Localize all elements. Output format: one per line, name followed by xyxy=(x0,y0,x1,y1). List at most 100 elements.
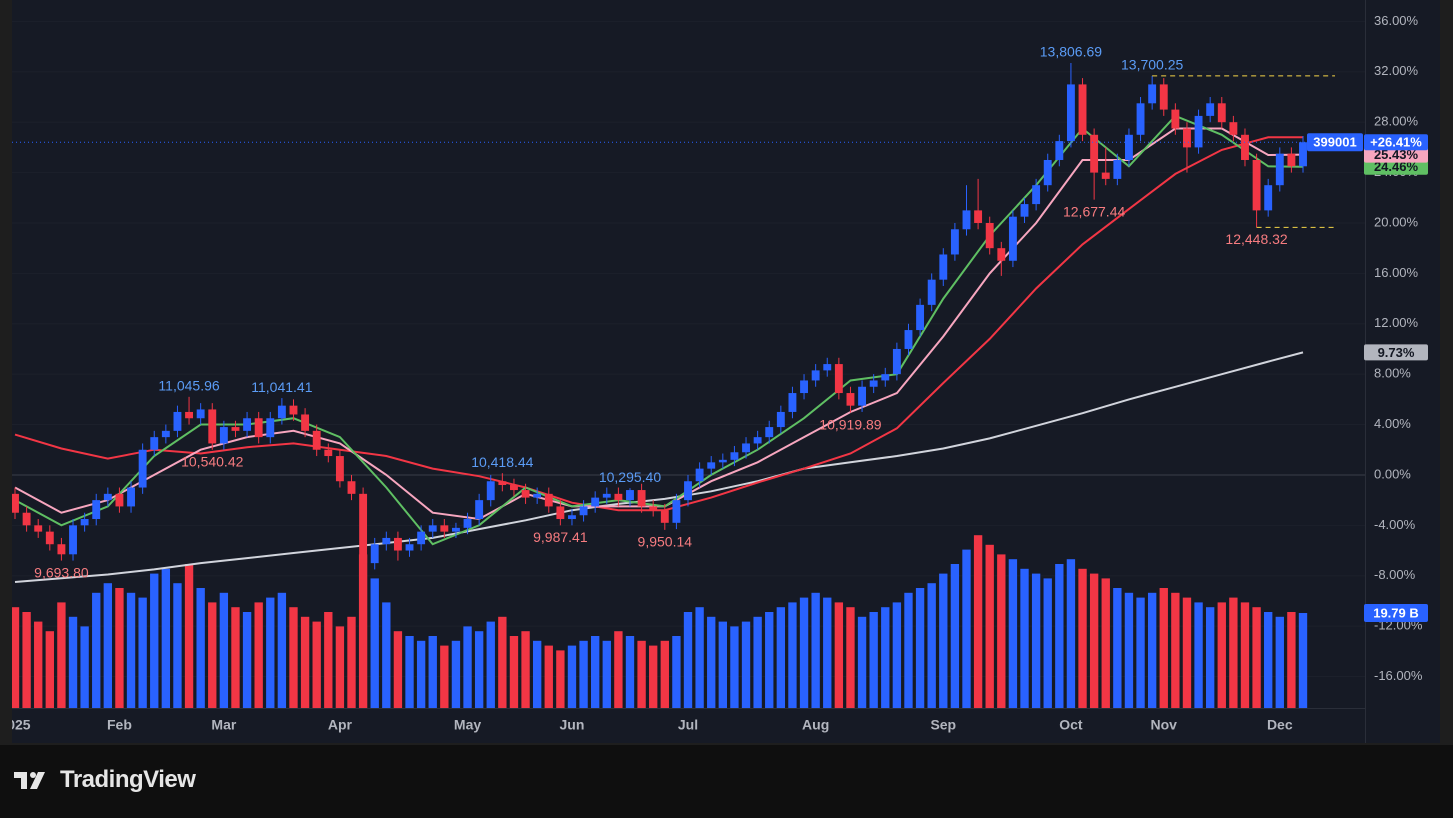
symbol-label: 399001 xyxy=(1313,135,1356,150)
candle-body xyxy=(80,519,89,526)
volume-bar xyxy=(440,645,449,708)
volume-bar xyxy=(138,597,147,708)
candle-body xyxy=(1066,84,1075,142)
candle-body xyxy=(69,525,77,555)
candle-body xyxy=(568,515,576,520)
candle-body xyxy=(962,210,971,230)
volume-bar xyxy=(1205,607,1215,708)
volume-bar xyxy=(1147,592,1157,708)
price-annotation: 11,045.96 xyxy=(158,378,219,394)
volume-bar xyxy=(68,616,78,708)
volume-bar xyxy=(34,621,43,708)
volume-bar xyxy=(277,592,287,708)
price-annotation: 13,700.25 xyxy=(1121,57,1183,73)
volume-bar xyxy=(242,612,252,708)
candle-body xyxy=(1090,134,1099,173)
candle-body xyxy=(892,348,901,375)
y-tick-label: 4.00% xyxy=(1374,416,1411,431)
candle-body xyxy=(1020,204,1029,217)
price-annotation: 10,540.42 xyxy=(181,453,243,469)
volume-bar xyxy=(776,607,786,708)
volume-bar xyxy=(811,592,820,708)
volume-bar xyxy=(1171,592,1180,708)
candle-body xyxy=(161,430,170,438)
volume-bar xyxy=(707,616,716,708)
volume-bar xyxy=(428,636,437,708)
volume-bar xyxy=(881,607,890,708)
candle-body xyxy=(347,481,356,494)
volume-bar xyxy=(753,616,762,708)
candle-body xyxy=(1159,84,1168,110)
x-tick-label: Jul xyxy=(678,717,698,733)
volume-bar xyxy=(950,564,960,708)
volume-bar xyxy=(532,640,542,708)
volume-bar xyxy=(602,640,611,708)
axis: 36.00%32.00%28.00%24.00%20.00%16.00%12.0… xyxy=(1307,13,1428,683)
candle-body xyxy=(138,449,147,488)
volume-bar xyxy=(857,616,867,708)
price-tag-label: +26.41% xyxy=(1370,135,1422,150)
volume-bar xyxy=(370,578,379,708)
volume-bar xyxy=(300,616,310,708)
candle-body xyxy=(556,506,565,520)
price-tag xyxy=(1364,134,1428,151)
volume-bar xyxy=(1298,613,1308,708)
price-tag-label: 25.43% xyxy=(1374,147,1419,162)
candle-body xyxy=(289,405,298,415)
volume-bar xyxy=(57,602,66,708)
volume-bar xyxy=(1089,573,1099,708)
volume-bar xyxy=(486,621,495,708)
candle-body xyxy=(846,393,855,406)
candle-body xyxy=(22,512,31,526)
volume-bar xyxy=(660,640,669,708)
volume-bar xyxy=(834,602,844,708)
candle-body xyxy=(231,427,240,431)
volume-bar xyxy=(196,588,205,708)
y-tick-label: -8.00% xyxy=(1374,567,1416,582)
candle-body xyxy=(92,500,101,520)
candle-body xyxy=(1275,153,1284,186)
volume-bar xyxy=(22,612,31,708)
candle-body xyxy=(185,411,193,419)
volume-bar xyxy=(358,554,368,708)
volume-bar xyxy=(869,612,878,708)
candle-body xyxy=(718,459,727,463)
price-tag xyxy=(1364,158,1428,175)
volume-bar xyxy=(92,592,101,708)
volume-bar xyxy=(463,626,472,708)
candle-body xyxy=(1171,109,1180,129)
candle-body xyxy=(45,531,54,545)
volume-bar xyxy=(208,602,217,708)
volume-bar xyxy=(150,573,159,708)
volume-bar xyxy=(695,607,704,708)
candle-body xyxy=(776,411,785,428)
candle-body xyxy=(243,418,252,431)
x-tick-label: Apr xyxy=(328,717,353,733)
candle-body xyxy=(1008,216,1017,261)
x-tick-label: 2025 xyxy=(0,717,31,733)
candle-body xyxy=(1148,84,1157,104)
candle-body xyxy=(544,493,553,507)
volume-bar xyxy=(312,621,321,708)
volume-bar xyxy=(637,640,646,708)
brand: TradingView xyxy=(14,762,196,798)
candle-body xyxy=(417,531,426,545)
volume-bar xyxy=(393,631,403,708)
x-tick-label: Oct xyxy=(1059,717,1083,733)
candle-body xyxy=(869,380,878,387)
price-annotation: 13,806.69 xyxy=(1040,44,1102,60)
price-annotation: 12,448.32 xyxy=(1225,231,1287,247)
volume-bar xyxy=(1182,597,1192,708)
volume-bar xyxy=(544,645,553,708)
volume-bar xyxy=(730,626,739,708)
price-annotation: 10,295.40 xyxy=(599,469,661,485)
price-annotation: 9,987.41 xyxy=(533,529,588,545)
volume-bar xyxy=(184,564,194,708)
candle-body xyxy=(440,525,449,532)
volume-bar xyxy=(579,640,588,708)
symbol-tag xyxy=(1307,133,1363,152)
volume-bar xyxy=(45,631,54,708)
candle-body xyxy=(1101,172,1110,179)
volume-tag-label: 19.79 B xyxy=(1373,605,1419,620)
candle-body xyxy=(12,493,19,513)
